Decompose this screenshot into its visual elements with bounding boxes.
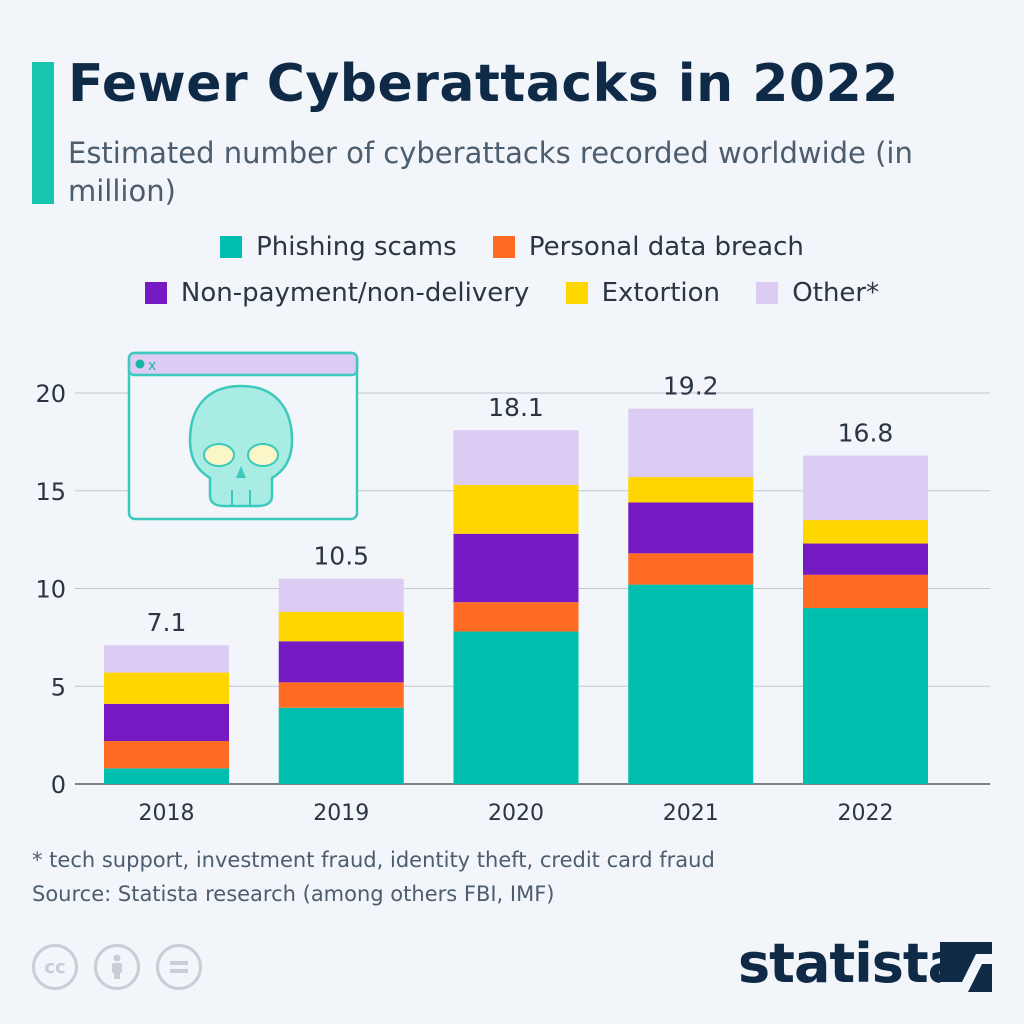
bar-segment (453, 430, 579, 485)
x-tick-label: 2021 (663, 801, 719, 826)
bar-total-label: 16.8 (838, 419, 894, 448)
legend-label: Other* (792, 278, 880, 308)
bar-total-label: 18.1 (488, 393, 544, 422)
legend-label: Extortion (601, 278, 721, 308)
statista-logo[interactable]: statista (738, 932, 964, 995)
bar-segment (104, 672, 229, 704)
legend-item: Non-payment/non-delivery (144, 278, 530, 308)
legend-label: Non-payment/non-delivery (180, 278, 530, 308)
bar-segment (628, 553, 754, 585)
bar-segment (803, 455, 928, 521)
bar-segment (803, 608, 928, 784)
bar-total-label: 10.5 (313, 542, 369, 571)
bar-segment (278, 578, 404, 612)
bar-segment (278, 611, 404, 642)
legend-label: Personal data breach (528, 232, 804, 262)
bar-segment (803, 543, 928, 575)
window-close-icon: x (148, 358, 156, 374)
bar-segment (803, 574, 928, 609)
y-tick-label: 20 (35, 380, 66, 408)
x-tick-label: 2018 (139, 801, 195, 826)
legend-swatch (565, 282, 588, 304)
x-tick-label: 2022 (838, 801, 894, 826)
y-tick-label: 10 (35, 576, 66, 604)
bar-total-label: 7.1 (147, 608, 187, 637)
bar-segment (453, 484, 579, 534)
legend-item: Extortion (565, 278, 721, 308)
footnote: * tech support, investment fraud, identi… (32, 848, 715, 872)
legend-row-2: Non-payment/non-delivery Extortion Other… (0, 278, 1024, 311)
bar-segment (628, 502, 754, 554)
bar-segment (278, 641, 404, 683)
y-tick-label: 0 (51, 771, 66, 799)
bar-segment (104, 768, 229, 784)
bar-segment (628, 408, 754, 478)
skull-icon (188, 384, 294, 508)
attribution-icon[interactable] (94, 944, 140, 990)
bar-segment (104, 740, 229, 769)
bar-segment (278, 707, 404, 784)
source-note: Source: Statista research (among others … (32, 882, 555, 906)
legend-label: Phishing scams (256, 232, 457, 262)
title-accent-bar (32, 62, 54, 204)
legend-swatch (492, 236, 515, 258)
legend-row-1: Phishing scams Personal data breach (0, 232, 1024, 265)
bar-segment (628, 584, 754, 784)
chart-title: Fewer Cyberattacks in 2022 (68, 54, 899, 114)
bar-segment (453, 631, 579, 784)
legend-item: Other* (756, 278, 879, 308)
cc-license-icon[interactable]: cc (32, 944, 78, 990)
legend-swatch (756, 282, 779, 304)
skull-window-illustration: x (127, 351, 359, 521)
y-tick-label: 15 (35, 478, 66, 506)
bar-segment (278, 682, 404, 708)
bar-segment (453, 533, 579, 603)
no-derivatives-icon[interactable] (156, 944, 202, 990)
legend-swatch (220, 236, 243, 258)
bar-segment (104, 703, 229, 741)
logo-text: statista (738, 932, 964, 995)
bar-segment (803, 520, 928, 544)
legend-item: Personal data breach (492, 232, 804, 262)
bar-total-label: 19.2 (663, 372, 719, 401)
bar-segment (453, 602, 579, 632)
y-tick-label: 5 (51, 673, 66, 701)
statista-logo-icon (940, 942, 992, 992)
legend-item: Phishing scams (220, 232, 457, 262)
x-tick-label: 2019 (313, 801, 369, 826)
legend-swatch (144, 282, 167, 304)
window-dot-icon (135, 359, 145, 369)
bar-segment (628, 477, 754, 503)
bar-segment (104, 645, 229, 673)
chart-subtitle: Estimated number of cyberattacks recorde… (68, 136, 913, 208)
x-tick-label: 2020 (488, 801, 544, 826)
cc-label: cc (44, 956, 66, 978)
